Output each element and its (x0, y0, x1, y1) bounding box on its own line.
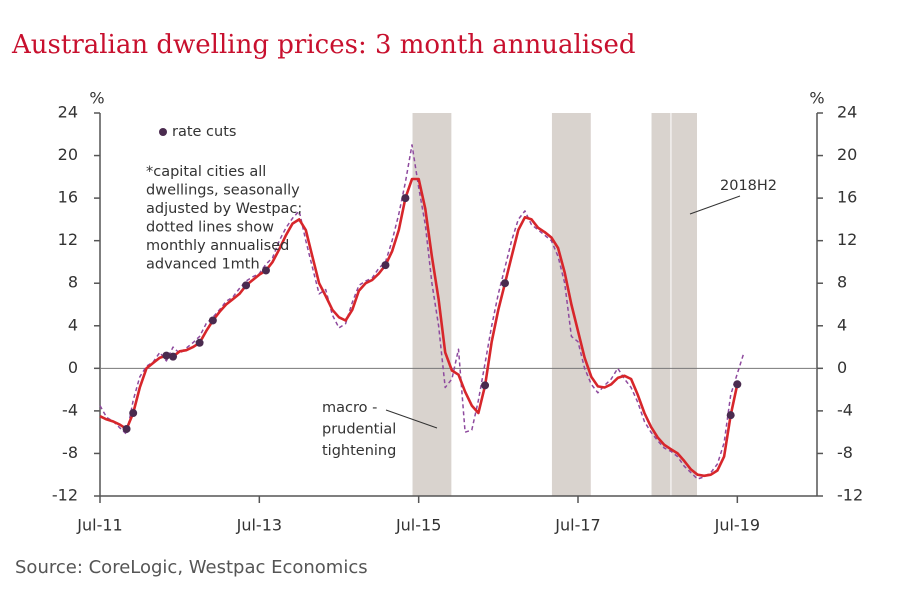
y2-tick-label: -8 (837, 443, 853, 462)
source: Source: CoreLogic, Westpac Economics (15, 557, 368, 578)
rate-cut-marker (261, 266, 270, 275)
x-tick-label: Jul-13 (236, 516, 282, 535)
monthly-line (99, 144, 745, 480)
rate-cut-marker (381, 261, 390, 270)
y-tick-label: 24 (58, 103, 78, 122)
y-tick-label: 4 (68, 315, 78, 334)
legend-marker (159, 128, 167, 136)
annotation-text: macro - (322, 400, 377, 416)
y2-tick-label: 4 (837, 315, 847, 334)
shaded-band (412, 113, 452, 496)
y2-tick-label: 16 (837, 188, 857, 207)
y2-tick-label: 0 (837, 358, 847, 377)
shaded-band (671, 113, 697, 496)
rate-cut-marker (726, 411, 735, 420)
y2-tick-label: 12 (837, 230, 857, 249)
rate-cut-marker (195, 338, 204, 347)
y-tick-label: -4 (62, 400, 78, 419)
note-line: monthly annualised (146, 238, 289, 254)
rate-cut-marker (481, 381, 490, 390)
x-tick-label: Jul-11 (76, 516, 122, 535)
annotation-pointer (385, 409, 438, 429)
y-tick-label: 0 (68, 358, 78, 377)
rate-cut-marker (122, 424, 131, 433)
rate-cut-marker (401, 194, 410, 203)
y-tick-label: 12 (58, 230, 78, 249)
legend-label: rate cuts (172, 124, 236, 140)
rate-cut-marker (162, 351, 171, 360)
x-tick-label: Jul-19 (714, 516, 760, 535)
note-line: dotted lines show (146, 220, 274, 236)
rate-cut-marker (733, 380, 742, 389)
y2-tick-label: -4 (837, 400, 853, 419)
x-tick-label: Jul-17 (554, 516, 600, 535)
rate-cut-marker (208, 316, 217, 325)
annotation-text: 2018H2 (720, 178, 777, 194)
y2-tick-label: 20 (837, 145, 857, 164)
annotation-pointer (689, 195, 741, 215)
y-tick-label: -12 (52, 486, 78, 505)
note-line: advanced 1mth (146, 257, 260, 273)
chart-title: Australian dwelling prices: 3 month annu… (11, 30, 636, 60)
rate-cut-marker (500, 279, 509, 288)
y2-tick-label: 24 (837, 103, 857, 122)
note-line: dwellings, seasonally (146, 183, 300, 199)
y-tick-label: -8 (62, 443, 78, 462)
note-line: adjusted by Westpac; (146, 201, 302, 217)
rate-cut-marker (242, 281, 251, 290)
y2-tick-label: -12 (837, 486, 863, 505)
annotation-text: tightening (322, 443, 396, 459)
x-tick-label: Jul-15 (395, 516, 441, 535)
y-tick-label: 16 (58, 188, 78, 207)
y-tick-label: 8 (68, 273, 78, 292)
annotation-text: prudential (322, 422, 396, 438)
y-tick-label: 20 (58, 145, 78, 164)
shaded-band (651, 113, 671, 496)
rate-cut-marker (129, 409, 138, 418)
note-line: *capital cities all (146, 164, 266, 180)
rate-cut-marker (169, 352, 178, 361)
y2-unit: % (809, 89, 824, 108)
quarterly-line (99, 177, 739, 478)
y2-tick-label: 8 (837, 273, 847, 292)
y-unit: % (89, 89, 104, 108)
